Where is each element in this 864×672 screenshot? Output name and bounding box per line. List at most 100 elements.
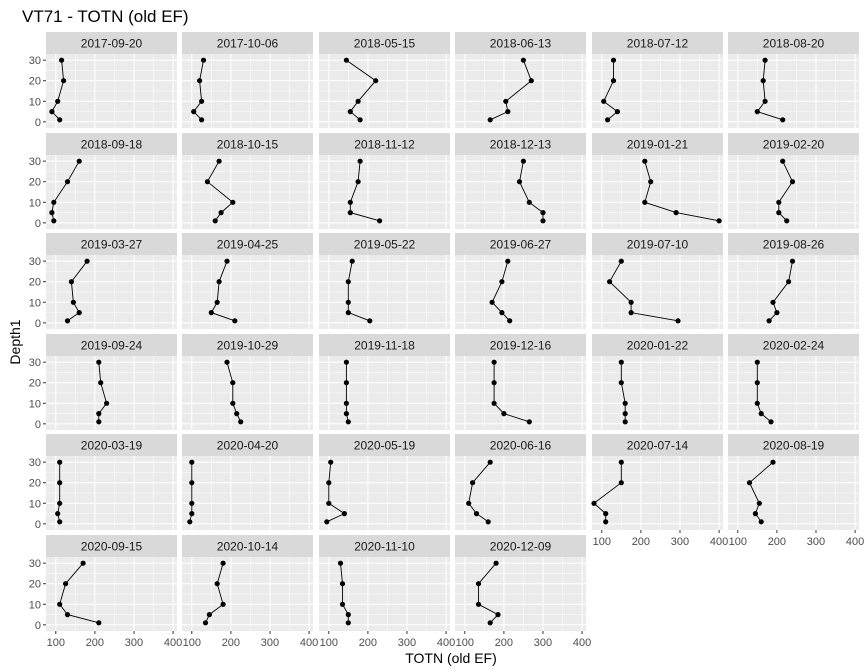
facet-strip-label: 2020-03-19: [81, 439, 143, 453]
x-tick-label: 300: [671, 536, 689, 548]
facet-panel: 2019-01-21: [592, 133, 723, 229]
data-point: [345, 310, 351, 316]
data-point: [487, 459, 493, 465]
y-tick-label: 20: [29, 579, 41, 591]
data-point: [605, 117, 611, 123]
facet-strip-label: 2020-12-09: [490, 540, 552, 554]
data-point: [216, 158, 222, 164]
x-tick-label: 100: [183, 637, 201, 649]
facet-strip: [182, 233, 313, 255]
facet-panel: 2020-04-20: [182, 434, 313, 530]
y-tick-label: 0: [35, 519, 41, 531]
x-tick-label: 300: [261, 637, 279, 649]
data-point: [214, 299, 220, 305]
data-point: [234, 411, 240, 417]
facet-panel: 2020-10-14 100 200 300 400: [182, 535, 318, 649]
data-point: [337, 560, 344, 566]
data-point: [485, 519, 491, 525]
data-point: [607, 279, 613, 285]
facet-strip-label: 2019-06-27: [490, 238, 552, 252]
x-tick-label: 300: [398, 637, 416, 649]
facet-strip-label: 2019-12-16: [490, 339, 552, 353]
facet-strip-label: 2019-04-25: [217, 238, 279, 252]
data-point: [220, 560, 226, 566]
facet-strip: [319, 233, 450, 255]
facet-strip: [455, 32, 586, 54]
facet-strip: [46, 334, 177, 356]
x-tick-label: 400: [710, 536, 728, 548]
data-point: [98, 380, 104, 386]
facet-strip: [728, 32, 859, 54]
data-point: [499, 310, 505, 316]
data-point: [603, 510, 609, 517]
data-point: [326, 480, 332, 486]
x-tick-label: 400: [300, 637, 318, 649]
x-tick-label: 200: [86, 637, 104, 649]
data-point: [622, 419, 628, 425]
data-point: [216, 279, 222, 285]
facet-strip: [319, 32, 450, 54]
data-point: [84, 258, 90, 264]
data-point: [505, 258, 511, 264]
facet-strip-label: 2020-02-24: [763, 339, 825, 353]
data-point: [218, 210, 224, 216]
facet-panel: 2018-08-20: [728, 32, 859, 128]
data-point: [540, 210, 546, 216]
data-point: [756, 500, 762, 506]
data-point: [780, 117, 786, 123]
facet-panel: 2019-03-27 0 10 20 30: [29, 233, 177, 330]
data-point: [55, 98, 61, 104]
facet-strip: [319, 434, 450, 456]
y-tick-label: 20: [29, 378, 41, 390]
data-point: [746, 480, 753, 486]
data-point: [760, 78, 766, 84]
facet-strip: [46, 434, 177, 456]
data-point: [770, 299, 776, 305]
data-point: [238, 419, 244, 425]
facet-strip: [46, 535, 177, 557]
x-tick-label: 400: [164, 637, 182, 649]
data-point: [520, 158, 527, 164]
facet-panel: 2020-02-24: [728, 334, 859, 430]
data-point: [326, 500, 332, 506]
x-tick-label: 400: [437, 637, 455, 649]
data-point: [470, 480, 476, 486]
data-point: [204, 179, 210, 185]
facet-panel: 2019-02-20: [728, 133, 859, 229]
facet-strip-label: 2018-06-13: [490, 37, 552, 51]
data-point: [367, 318, 373, 324]
data-point: [199, 98, 205, 104]
data-point: [214, 581, 220, 587]
data-point: [343, 411, 349, 417]
facet-panel: 2018-09-18 0 10 20 30: [29, 133, 177, 230]
facet-strip-label: 2020-10-14: [217, 540, 279, 554]
data-point: [758, 519, 764, 525]
data-point: [526, 419, 532, 425]
data-point: [197, 78, 203, 84]
data-point: [57, 601, 63, 607]
y-tick-label: 0: [35, 620, 41, 632]
data-point: [673, 210, 679, 216]
x-tick-label: 200: [359, 637, 377, 649]
data-point: [63, 581, 69, 587]
x-tick-label: 200: [632, 536, 650, 548]
data-point: [51, 218, 57, 224]
x-tick-label: 100: [456, 637, 474, 649]
data-point: [505, 109, 511, 115]
facet-strip-label: 2018-09-18: [81, 138, 143, 152]
facet-strip-label: 2020-05-19: [354, 439, 416, 453]
x-tick-label: 400: [573, 637, 591, 649]
y-tick-label: 30: [29, 558, 41, 570]
data-point: [618, 480, 624, 486]
facet-strip-label: 2020-11-10: [354, 540, 415, 554]
facet-strip-label: 2020-06-16: [490, 439, 552, 453]
data-point: [357, 158, 363, 164]
data-point: [475, 601, 482, 607]
facet-panel: 2018-11-12: [319, 133, 450, 229]
data-point: [628, 299, 634, 305]
facet-strip: [182, 133, 313, 155]
facet-strip: [728, 334, 859, 356]
y-tick-label: 10: [29, 96, 41, 108]
data-point: [55, 510, 61, 517]
